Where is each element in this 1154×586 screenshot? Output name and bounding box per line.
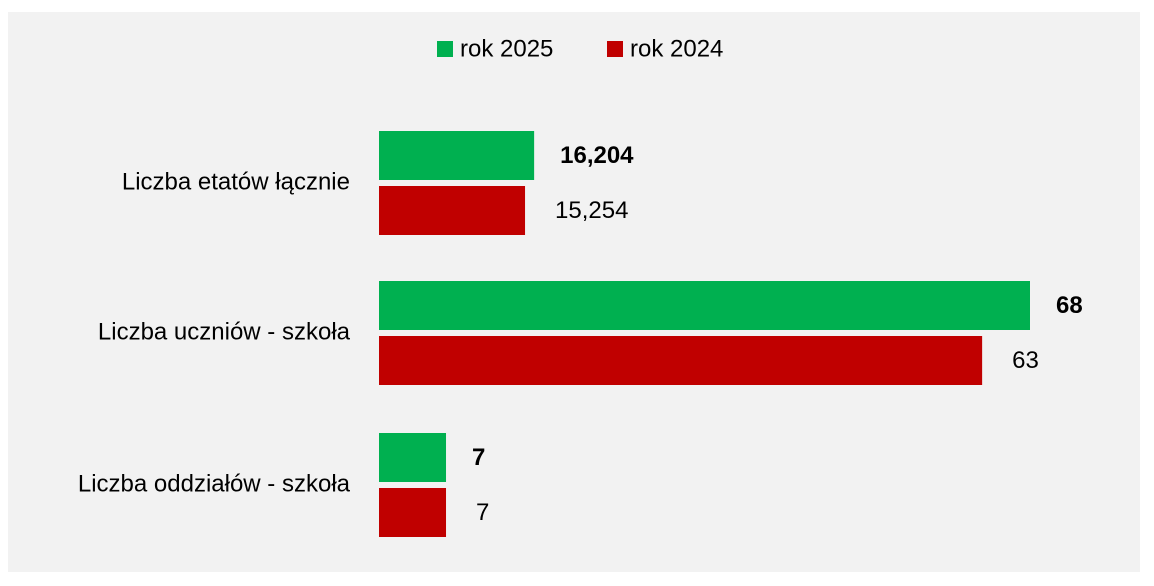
bar	[379, 186, 526, 235]
value-label: 63	[1012, 347, 1039, 374]
legend-label: rok 2024	[630, 35, 723, 62]
value-label: 16,204	[560, 142, 634, 169]
category-label: Liczba etatów łącznie	[122, 168, 350, 195]
legend-label: rok 2025	[460, 35, 553, 62]
bar	[379, 281, 1030, 330]
category-label: Liczba uczniów - szkoła	[98, 318, 351, 345]
bar	[379, 131, 535, 180]
value-label: 15,254	[555, 197, 628, 224]
legend-swatch	[437, 41, 453, 57]
legend-swatch	[607, 41, 623, 57]
bar	[379, 433, 447, 482]
value-label: 7	[476, 499, 489, 526]
bar	[379, 336, 983, 385]
category-label: Liczba oddziałów - szkoła	[78, 470, 351, 497]
bar	[379, 488, 447, 537]
value-label: 68	[1056, 292, 1083, 319]
value-label: 7	[472, 444, 485, 471]
